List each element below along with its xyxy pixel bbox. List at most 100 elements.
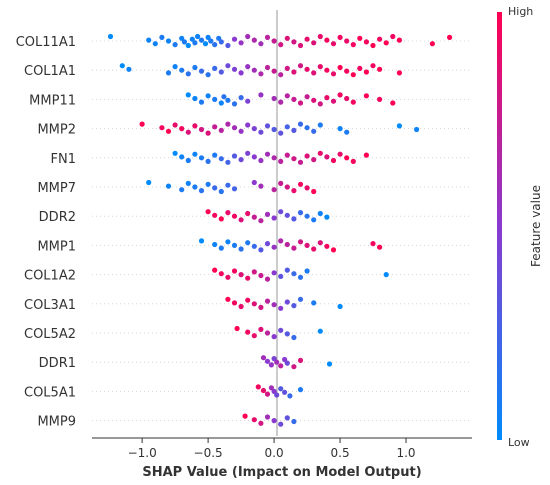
shap-point xyxy=(165,38,172,44)
shap-point xyxy=(304,94,310,100)
shap-point xyxy=(271,95,277,102)
shap-point xyxy=(264,64,271,71)
shap-point xyxy=(172,122,178,128)
shap-point xyxy=(231,153,238,159)
colorbar xyxy=(497,12,502,440)
shap-point xyxy=(284,93,290,99)
shap-point xyxy=(238,128,244,134)
shap-point xyxy=(192,40,198,46)
shap-point xyxy=(172,64,178,70)
shap-point xyxy=(238,272,244,278)
shap-point xyxy=(297,210,304,216)
shap-point xyxy=(251,214,257,220)
shap-point xyxy=(165,128,172,134)
shap-point xyxy=(324,37,330,43)
shap-point xyxy=(185,129,191,135)
shap-point xyxy=(185,92,191,98)
shap-point xyxy=(218,156,224,162)
shap-point xyxy=(225,296,231,302)
shap-point xyxy=(225,274,231,280)
shap-points xyxy=(107,33,453,427)
shap-point xyxy=(238,70,244,76)
shap-point xyxy=(152,41,158,47)
shap-point xyxy=(198,238,205,244)
shap-point xyxy=(126,66,132,72)
shap-point xyxy=(311,157,317,163)
feature-label-mmp1: MMP1 xyxy=(37,239,76,254)
shap-point xyxy=(205,130,211,136)
shap-point xyxy=(284,184,290,190)
shap-point xyxy=(212,65,218,71)
shap-point xyxy=(218,188,224,195)
feature-label-mmp7: MMP7 xyxy=(37,181,76,196)
shap-point xyxy=(363,39,369,45)
shap-point xyxy=(198,188,205,194)
shap-point xyxy=(330,98,337,104)
x-tick-label: 0.0 xyxy=(265,446,284,460)
shap-point xyxy=(284,212,290,218)
shap-point xyxy=(258,183,264,189)
shap-point xyxy=(383,40,389,46)
shap-point xyxy=(344,155,350,161)
shap-point xyxy=(304,268,310,274)
shap-point xyxy=(350,72,356,78)
shap-point xyxy=(231,300,238,306)
shap-point xyxy=(198,99,205,105)
shap-point xyxy=(344,129,350,135)
shap-point xyxy=(363,152,369,158)
shap-point xyxy=(212,96,218,102)
shap-point xyxy=(337,126,343,132)
shap-point xyxy=(297,296,304,302)
shap-point xyxy=(179,154,185,160)
shap-point xyxy=(278,72,284,78)
shap-point xyxy=(139,121,145,127)
shap-point xyxy=(225,159,231,165)
shap-point xyxy=(282,356,288,363)
shap-point xyxy=(264,276,271,282)
feature-label-col3a1: COL3A1 xyxy=(24,298,76,313)
shap-point xyxy=(297,121,304,127)
shap-point xyxy=(264,34,271,41)
shap-point xyxy=(146,37,152,43)
shap-point xyxy=(291,271,297,277)
shap-point xyxy=(278,238,284,244)
shap-point xyxy=(284,415,290,421)
shap-point xyxy=(192,151,198,157)
shap-point xyxy=(390,100,396,106)
shap-point xyxy=(218,216,224,222)
shap-point xyxy=(291,39,297,45)
shap-point xyxy=(337,303,343,310)
shap-point xyxy=(363,93,369,99)
shap-point xyxy=(414,126,420,133)
shap-point xyxy=(238,303,244,310)
shap-point xyxy=(212,42,218,48)
shap-point xyxy=(238,246,244,252)
shap-point xyxy=(291,156,297,162)
x-tick-label: 1.0 xyxy=(396,446,415,460)
shap-point xyxy=(350,42,356,48)
shap-point xyxy=(212,185,218,191)
shap-point xyxy=(350,99,356,105)
shap-point xyxy=(337,151,343,157)
shap-point xyxy=(271,187,277,193)
feature-labels: COL11A1 COL1A1 MMP11 MMP2 FN1 MMP7 DDR2 MMP1 COL… xyxy=(16,35,76,430)
shap-point xyxy=(218,39,224,45)
shap-point xyxy=(179,67,185,73)
shap-point xyxy=(363,69,369,75)
shap-point xyxy=(212,241,218,248)
shap-point xyxy=(225,210,231,216)
shap-point xyxy=(258,272,264,279)
feature-label-col5a1: COL5A1 xyxy=(24,385,76,400)
shap-point xyxy=(234,325,240,332)
shap-point xyxy=(231,186,238,192)
shap-point xyxy=(291,127,297,133)
shap-point xyxy=(396,37,402,43)
shap-point xyxy=(225,121,231,127)
shap-point xyxy=(278,273,284,279)
shap-point xyxy=(238,157,244,163)
shap-point xyxy=(324,154,330,160)
shap-point xyxy=(330,157,337,164)
shap-point xyxy=(218,100,224,106)
shap-point xyxy=(216,35,222,41)
shap-point xyxy=(198,68,205,74)
